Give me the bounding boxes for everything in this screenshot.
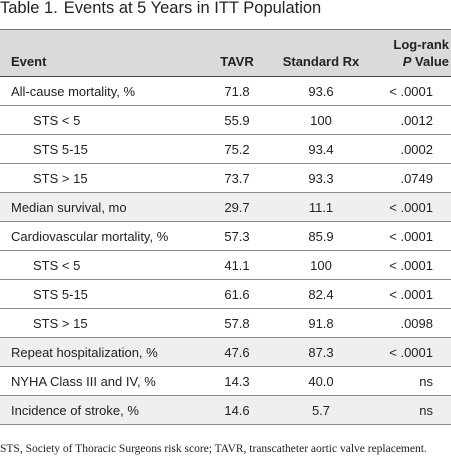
cell-p-value: .0098: [400, 316, 433, 331]
cell-tavr: 47.6: [224, 345, 250, 360]
table-row: Cardiovascular mortality, % 57.3 85.9 < .00…: [0, 222, 451, 251]
table-row: STS 5-15 61.6 82.4 < .0001: [0, 280, 451, 309]
cell-p-value: ns: [419, 374, 433, 389]
cell-standard-rx: 82.4: [308, 287, 334, 302]
table-caption: Table 1. Events at 5 Years in ITT Populat…: [0, 0, 321, 18]
cell-tavr: 61.6: [224, 287, 250, 302]
cell-event: STS > 15: [33, 316, 88, 331]
cell-event: Incidence of stroke, %: [11, 403, 139, 418]
header-log-rank-line1: Log-rank: [393, 37, 449, 52]
cell-standard-rx: 93.4: [308, 142, 334, 157]
table-row: STS > 15 73.7 93.3 .0749: [0, 164, 451, 193]
cell-event: STS 5-15: [33, 287, 88, 302]
table-row: STS > 15 57.8 91.8 .0098: [0, 309, 451, 338]
cell-event: STS < 5: [33, 258, 81, 273]
cell-event: Repeat hospitalization, %: [11, 345, 158, 360]
cell-tavr: 29.7: [224, 200, 250, 215]
table-row: NYHA Class III and IV, % 14.3 40.0 ns: [0, 367, 451, 396]
table-row: Median survival, mo 29.7 11.1 < .0001: [0, 193, 451, 222]
cell-standard-rx: 40.0: [308, 374, 334, 389]
cell-tavr: 57.3: [224, 229, 250, 244]
cell-tavr: 14.6: [224, 403, 250, 418]
cell-standard-rx: 93.3: [308, 171, 334, 186]
header-log-rank-p-value: Log-rank P Value: [371, 36, 449, 70]
cell-standard-rx: 85.9: [308, 229, 334, 244]
header-tavr: TAVR: [220, 54, 254, 69]
cell-tavr: 75.2: [224, 142, 250, 157]
cell-tavr: 71.8: [224, 84, 250, 99]
cell-p-value: .0749: [400, 171, 433, 186]
table-footnote: STS, Society of Thoracic Surgeons risk s…: [0, 443, 427, 455]
cell-p-value: < .0001: [389, 229, 433, 244]
cell-standard-rx: 87.3: [308, 345, 334, 360]
cell-p-value: < .0001: [389, 84, 433, 99]
table-title: Events at 5 Years in ITT Population: [63, 0, 322, 17]
cell-standard-rx: 91.8: [308, 316, 334, 331]
cell-p-value: < .0001: [389, 287, 433, 302]
table-header: Event TAVR Standard Rx Log-rank P Value: [0, 29, 451, 77]
cell-event: STS < 5: [33, 113, 81, 128]
cell-standard-rx: 11.1: [308, 200, 334, 215]
header-event: Event: [11, 54, 47, 69]
cell-p-value: < .0001: [389, 258, 433, 273]
cell-event: Cardiovascular mortality, %: [11, 229, 169, 244]
cell-standard-rx: 5.7: [311, 403, 331, 418]
cell-tavr: 73.7: [224, 171, 250, 186]
header-value-word: Value: [415, 54, 449, 69]
cell-p-value: .0012: [400, 113, 433, 128]
header-log-rank-line2: P Value: [371, 53, 449, 70]
cell-tavr: 14.3: [224, 374, 250, 389]
table-row: Repeat hospitalization, % 47.6 87.3 < .0001: [0, 338, 451, 367]
cell-standard-rx: 100: [310, 113, 332, 128]
table-row: Incidence of stroke, % 14.6 5.7 ns: [0, 396, 451, 425]
cell-tavr: 57.8: [224, 316, 250, 331]
header-standard-rx: Standard Rx: [282, 54, 360, 69]
cell-tavr: 41.1: [224, 258, 250, 273]
cell-event: STS > 15: [33, 171, 88, 186]
cell-p-value: .0002: [400, 142, 433, 157]
cell-standard-rx: 93.6: [308, 84, 334, 99]
cell-p-value: < .0001: [389, 345, 433, 360]
cell-event: All-cause mortality, %: [11, 84, 136, 99]
events-table: Event TAVR Standard Rx Log-rank P Value …: [0, 29, 451, 431]
cell-tavr: 55.9: [224, 113, 250, 128]
table-row: All-cause mortality, % 71.8 93.6 < .0001: [0, 77, 451, 106]
cell-p-value: < .0001: [389, 200, 433, 215]
cell-event: NYHA Class III and IV, %: [11, 374, 156, 389]
cell-standard-rx: 100: [310, 258, 332, 273]
table-row: STS 5-15 75.2 93.4 .0002: [0, 135, 451, 164]
table-row: STS < 5 41.1 100 < .0001: [0, 251, 451, 280]
cell-event: STS 5-15: [33, 142, 88, 157]
table-number: Table 1.: [0, 0, 58, 17]
header-p-symbol: P: [402, 54, 412, 69]
cell-p-value: ns: [419, 403, 433, 418]
cell-event: Median survival, mo: [11, 200, 127, 215]
table-row: STS < 5 55.9 100 .0012: [0, 106, 451, 135]
